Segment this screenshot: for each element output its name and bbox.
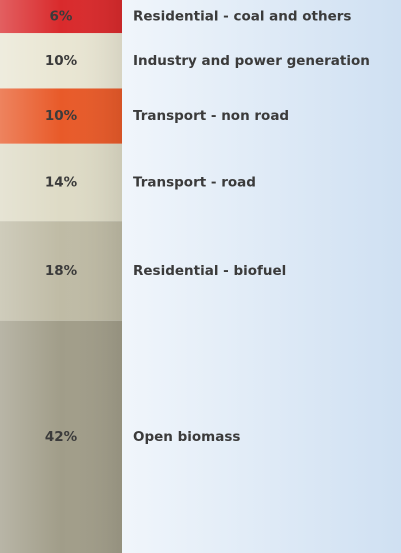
value-label: 10%: [45, 53, 78, 69]
segment-shade: [0, 0, 122, 34]
value-label: 14%: [45, 174, 78, 190]
segment-shade: [0, 88, 122, 144]
category-label: Residential - biofuel: [133, 263, 286, 279]
segment-shade: [0, 221, 122, 321]
value-label: 6%: [50, 9, 73, 25]
category-label: Residential - coal and others: [133, 9, 351, 25]
segment-shade: [0, 143, 122, 222]
value-label: 42%: [45, 429, 78, 445]
category-label: Open biomass: [133, 429, 240, 445]
category-label: Transport - non road: [133, 108, 289, 124]
segment-shade: [0, 33, 122, 89]
value-label: 10%: [45, 108, 78, 124]
value-label: 18%: [45, 263, 78, 279]
category-label: Transport - road: [133, 174, 256, 190]
segment-shade: [0, 320, 122, 553]
category-label: Industry and power generation: [133, 53, 370, 69]
